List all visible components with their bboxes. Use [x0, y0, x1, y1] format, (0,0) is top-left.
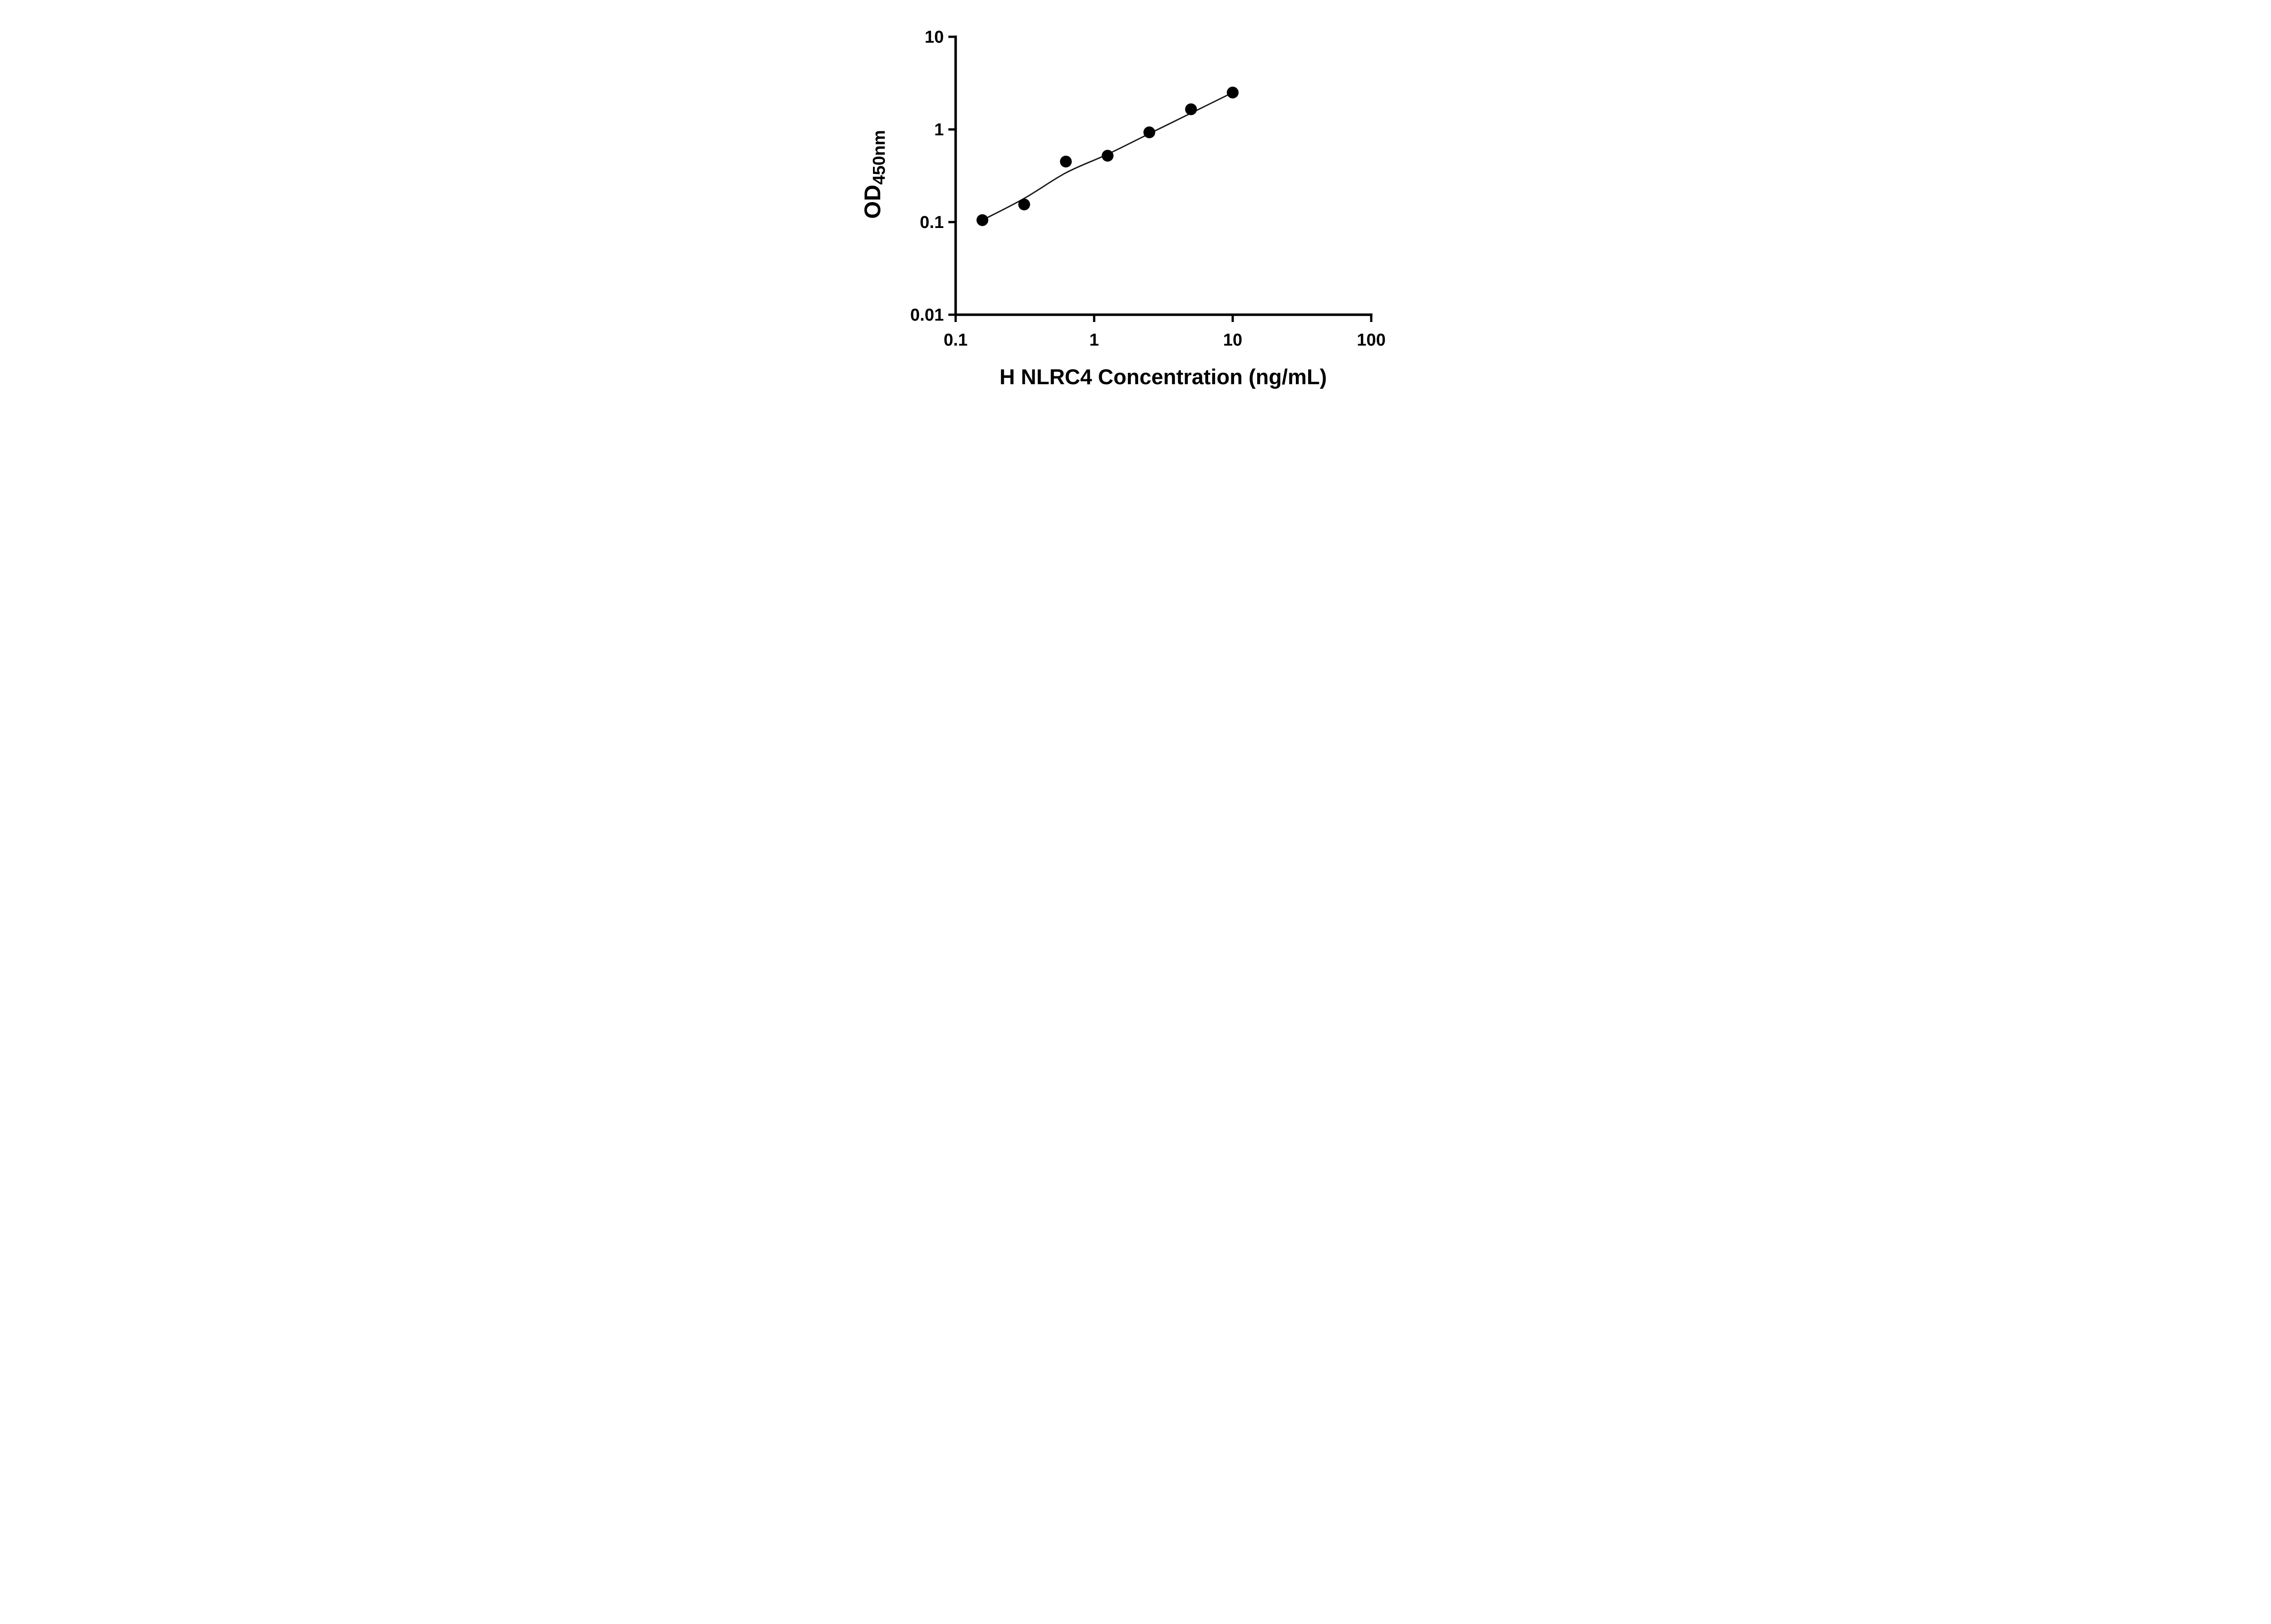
x-tick-label: 100	[1357, 331, 1385, 350]
y-axis-title-main: OD	[860, 185, 885, 219]
x-axis-title: H NLRC4 Concentration (ng/mL)	[1000, 365, 1327, 389]
points-layer	[976, 86, 1239, 226]
data-point	[1185, 103, 1197, 115]
x-tick-label: 1	[1089, 331, 1099, 350]
y-axis-title-sub: 450nm	[870, 130, 889, 184]
x-tick-label: 10	[1223, 331, 1242, 350]
data-point	[1227, 86, 1239, 99]
data-point	[976, 214, 988, 226]
x-tick-label: 0.1	[944, 331, 968, 350]
y-tick-label: 10	[925, 28, 944, 47]
y-tick-label: 1	[934, 120, 944, 139]
y-tick-label: 0.1	[920, 213, 944, 232]
elisa-standard-curve-chart: 0.1 1 10 100 0.01 0.1 1 10 H NLRC4 Concentratio…	[842, 0, 1429, 406]
data-point	[1101, 149, 1114, 162]
data-point	[1060, 155, 1072, 168]
data-point	[1143, 126, 1155, 139]
y-axis-title: OD450nm	[860, 130, 889, 218]
y-tick-label: 0.01	[910, 306, 944, 325]
data-point	[1018, 198, 1030, 211]
